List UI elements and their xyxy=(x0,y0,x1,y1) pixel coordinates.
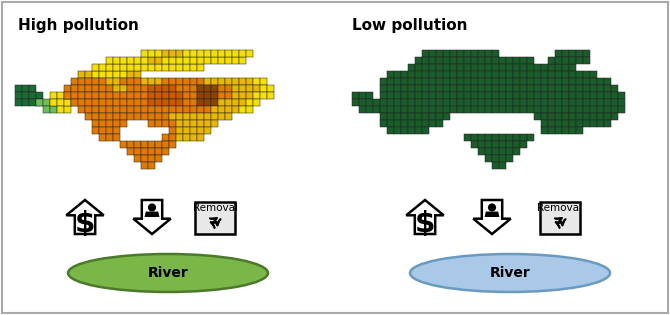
Bar xyxy=(387,85,394,92)
Bar xyxy=(169,92,176,99)
Bar xyxy=(569,71,576,78)
Bar xyxy=(534,113,541,120)
Bar xyxy=(492,71,499,78)
Bar xyxy=(197,120,204,127)
Bar xyxy=(113,120,120,127)
Bar xyxy=(85,113,92,120)
Bar xyxy=(85,106,92,113)
Bar xyxy=(155,106,162,113)
Bar xyxy=(562,57,569,64)
Bar xyxy=(436,113,443,120)
Bar xyxy=(541,113,548,120)
Bar xyxy=(478,64,485,71)
Bar xyxy=(555,78,562,85)
Bar xyxy=(415,127,422,134)
Bar xyxy=(534,78,541,85)
Bar xyxy=(506,141,513,148)
Bar xyxy=(422,106,429,113)
Bar xyxy=(218,78,225,85)
Bar xyxy=(485,148,492,155)
Bar xyxy=(148,85,155,92)
Bar xyxy=(57,99,64,106)
Bar xyxy=(548,71,555,78)
Bar xyxy=(443,71,450,78)
Bar xyxy=(183,113,190,120)
Bar xyxy=(169,106,176,113)
Bar xyxy=(590,99,597,106)
Bar xyxy=(190,127,197,134)
Bar xyxy=(127,92,134,99)
Bar xyxy=(239,92,246,99)
Bar xyxy=(520,134,527,141)
Bar xyxy=(562,85,569,92)
Bar xyxy=(422,57,429,64)
Bar xyxy=(569,120,576,127)
Bar xyxy=(64,99,71,106)
Bar xyxy=(576,78,583,85)
Bar xyxy=(211,57,218,64)
Bar xyxy=(499,106,506,113)
Bar xyxy=(506,99,513,106)
Bar xyxy=(183,64,190,71)
Bar xyxy=(190,78,197,85)
Bar xyxy=(541,99,548,106)
Bar xyxy=(485,141,492,148)
Bar xyxy=(429,64,436,71)
Bar xyxy=(43,106,50,113)
Bar xyxy=(197,127,204,134)
Bar xyxy=(464,99,471,106)
Bar xyxy=(162,141,169,148)
Bar xyxy=(506,148,513,155)
Bar xyxy=(162,106,169,113)
Bar xyxy=(471,106,478,113)
Bar xyxy=(576,99,583,106)
Bar xyxy=(260,92,267,99)
Bar xyxy=(443,106,450,113)
Bar xyxy=(401,120,408,127)
Bar xyxy=(204,57,211,64)
Bar xyxy=(246,92,253,99)
Bar xyxy=(499,92,506,99)
Bar xyxy=(373,106,380,113)
Bar xyxy=(127,57,134,64)
Bar xyxy=(197,113,204,120)
Bar xyxy=(422,127,429,134)
Bar xyxy=(443,99,450,106)
Bar xyxy=(485,99,492,106)
Bar xyxy=(92,99,99,106)
Bar xyxy=(583,99,590,106)
Bar xyxy=(64,92,71,99)
Bar xyxy=(597,92,604,99)
Bar xyxy=(408,127,415,134)
Bar xyxy=(604,78,611,85)
Bar xyxy=(246,50,253,57)
Bar xyxy=(415,85,422,92)
Bar xyxy=(478,57,485,64)
Bar xyxy=(155,113,162,120)
Bar xyxy=(141,155,148,162)
Bar xyxy=(204,106,211,113)
Bar xyxy=(225,50,232,57)
Bar xyxy=(541,64,548,71)
Bar xyxy=(576,71,583,78)
Bar xyxy=(555,127,562,134)
Bar xyxy=(408,120,415,127)
Bar xyxy=(106,99,113,106)
Bar xyxy=(134,141,141,148)
Bar xyxy=(569,78,576,85)
Bar xyxy=(443,113,450,120)
Bar xyxy=(604,106,611,113)
Bar xyxy=(576,50,583,57)
Bar xyxy=(380,78,387,85)
Bar xyxy=(169,57,176,64)
Bar xyxy=(611,85,618,92)
Bar xyxy=(78,92,85,99)
Bar xyxy=(127,78,134,85)
Bar xyxy=(541,92,548,99)
Bar xyxy=(155,120,162,127)
Bar xyxy=(443,85,450,92)
Bar xyxy=(604,99,611,106)
Bar xyxy=(443,92,450,99)
Bar xyxy=(499,99,506,106)
